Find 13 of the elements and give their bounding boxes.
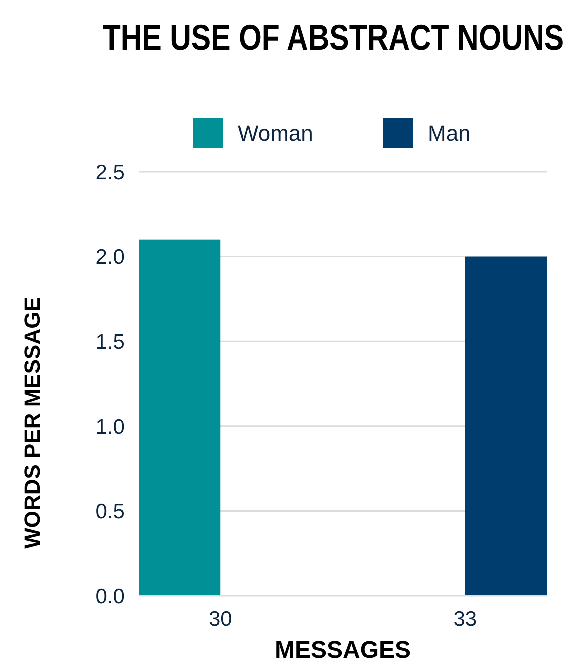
y-tick-label: 0.5 bbox=[96, 500, 125, 524]
y-tick-label: 2.5 bbox=[96, 161, 125, 184]
y-tick-label: 1.0 bbox=[96, 416, 125, 439]
y-tick-label: 2.0 bbox=[96, 246, 125, 270]
chart-title: THE USE OF ABSTRACT NOUNS bbox=[102, 17, 564, 58]
y-tick-label: 1.5 bbox=[96, 330, 125, 354]
y-axis-title: WORDS PER MESSAGE bbox=[20, 297, 45, 549]
x-tick-label: 30 bbox=[208, 608, 232, 631]
x-tick-label: 33 bbox=[454, 608, 478, 631]
legend-label: Woman bbox=[238, 121, 314, 146]
x-axis-title: MESSAGES bbox=[274, 637, 412, 662]
legend-label: Man bbox=[428, 121, 471, 146]
y-tick-label: 0.0 bbox=[96, 585, 125, 608]
